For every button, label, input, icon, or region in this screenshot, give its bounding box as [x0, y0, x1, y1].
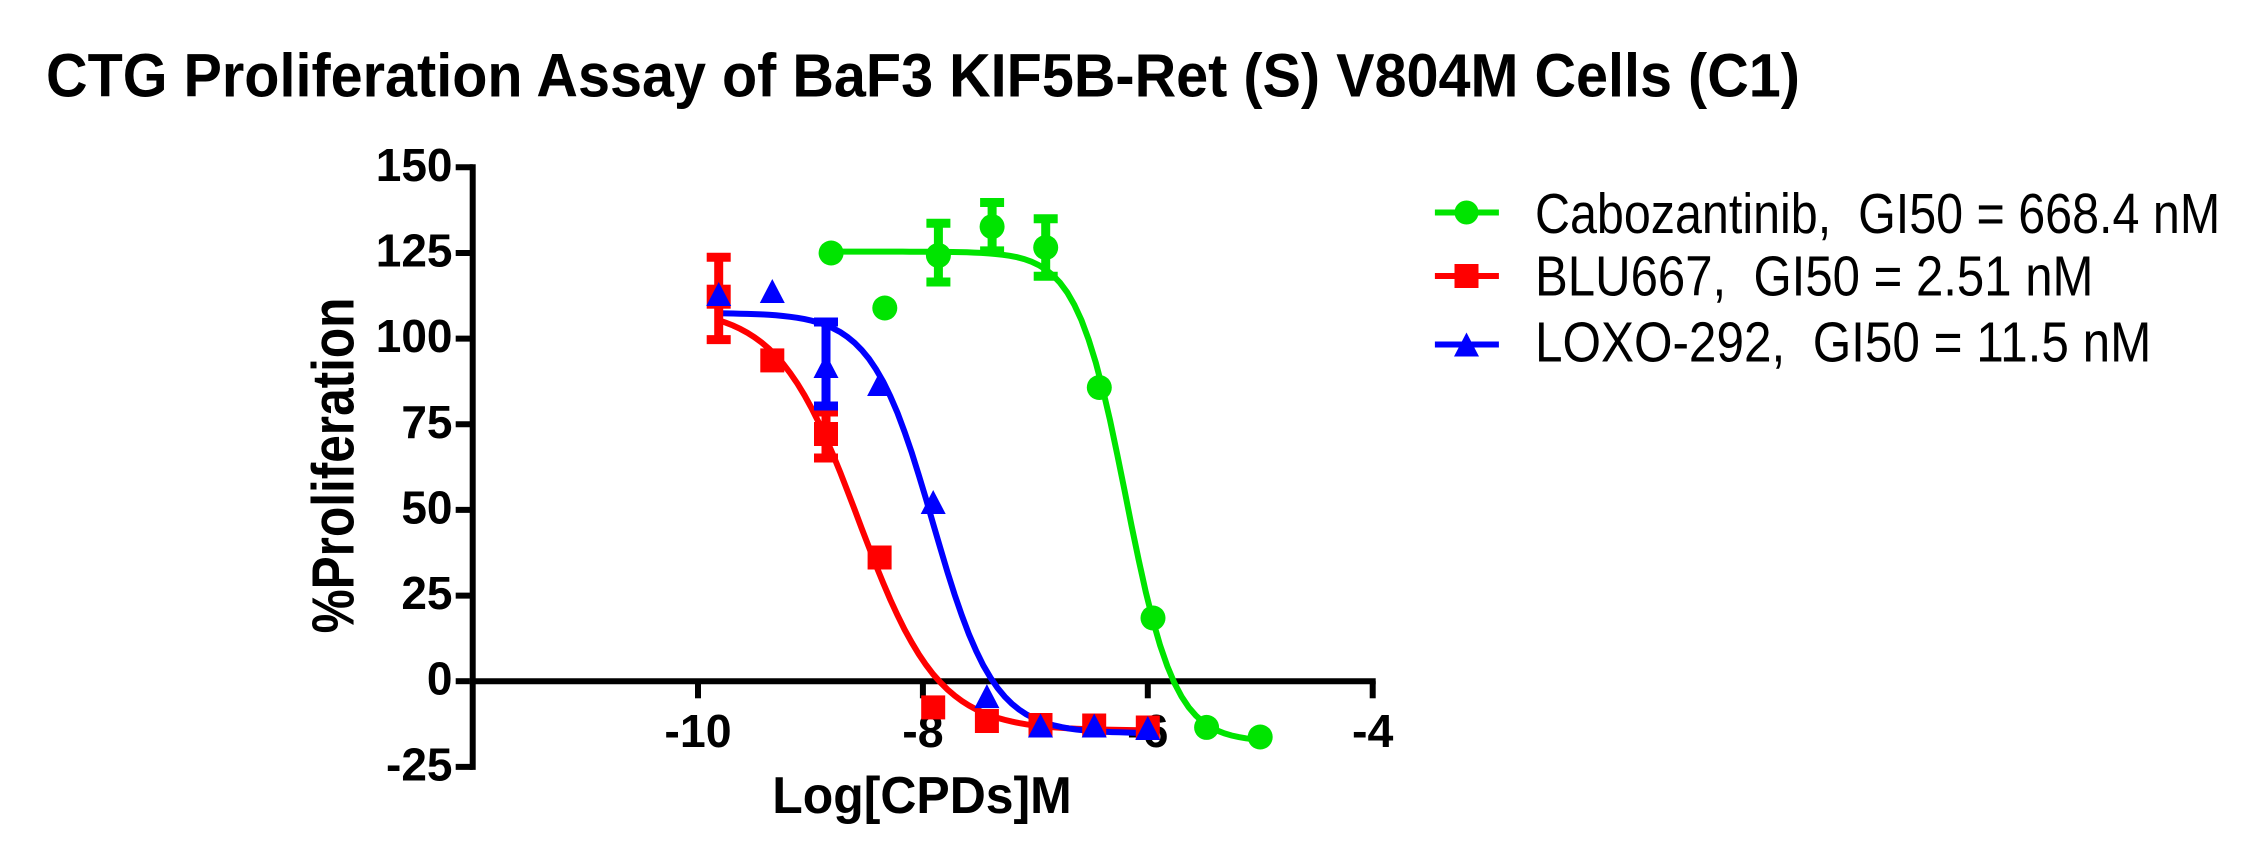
svg-text:LOXO-292, GI50 = 11.5 nM: LOXO-292, GI50 = 11.5 nM	[1535, 311, 2151, 374]
svg-text:50: 50	[401, 481, 452, 533]
svg-text:Cabozantinib, GI50 = 668.4 nM: Cabozantinib, GI50 = 668.4 nM	[1535, 182, 2220, 246]
svg-text:25: 25	[401, 567, 452, 619]
svg-text:125: 125	[376, 225, 453, 277]
svg-text:0: 0	[427, 653, 453, 705]
svg-text:Log[CPDs]M: Log[CPDs]M	[772, 766, 1071, 824]
svg-text:-4: -4	[1352, 705, 1393, 757]
svg-text:BLU667, GI50 = 2.51 nM: BLU667, GI50 = 2.51 nM	[1535, 245, 2093, 308]
svg-text:CTG Proliferation Assay of BaF: CTG Proliferation Assay of BaF3 KIF5B-Re…	[46, 41, 1800, 110]
svg-text:75: 75	[401, 396, 452, 448]
svg-text:-10: -10	[664, 705, 731, 757]
svg-text:150: 150	[376, 139, 453, 191]
svg-text:-25: -25	[386, 738, 452, 790]
svg-text:100: 100	[376, 310, 453, 362]
svg-text:%Proliferation: %Proliferation	[300, 298, 366, 634]
